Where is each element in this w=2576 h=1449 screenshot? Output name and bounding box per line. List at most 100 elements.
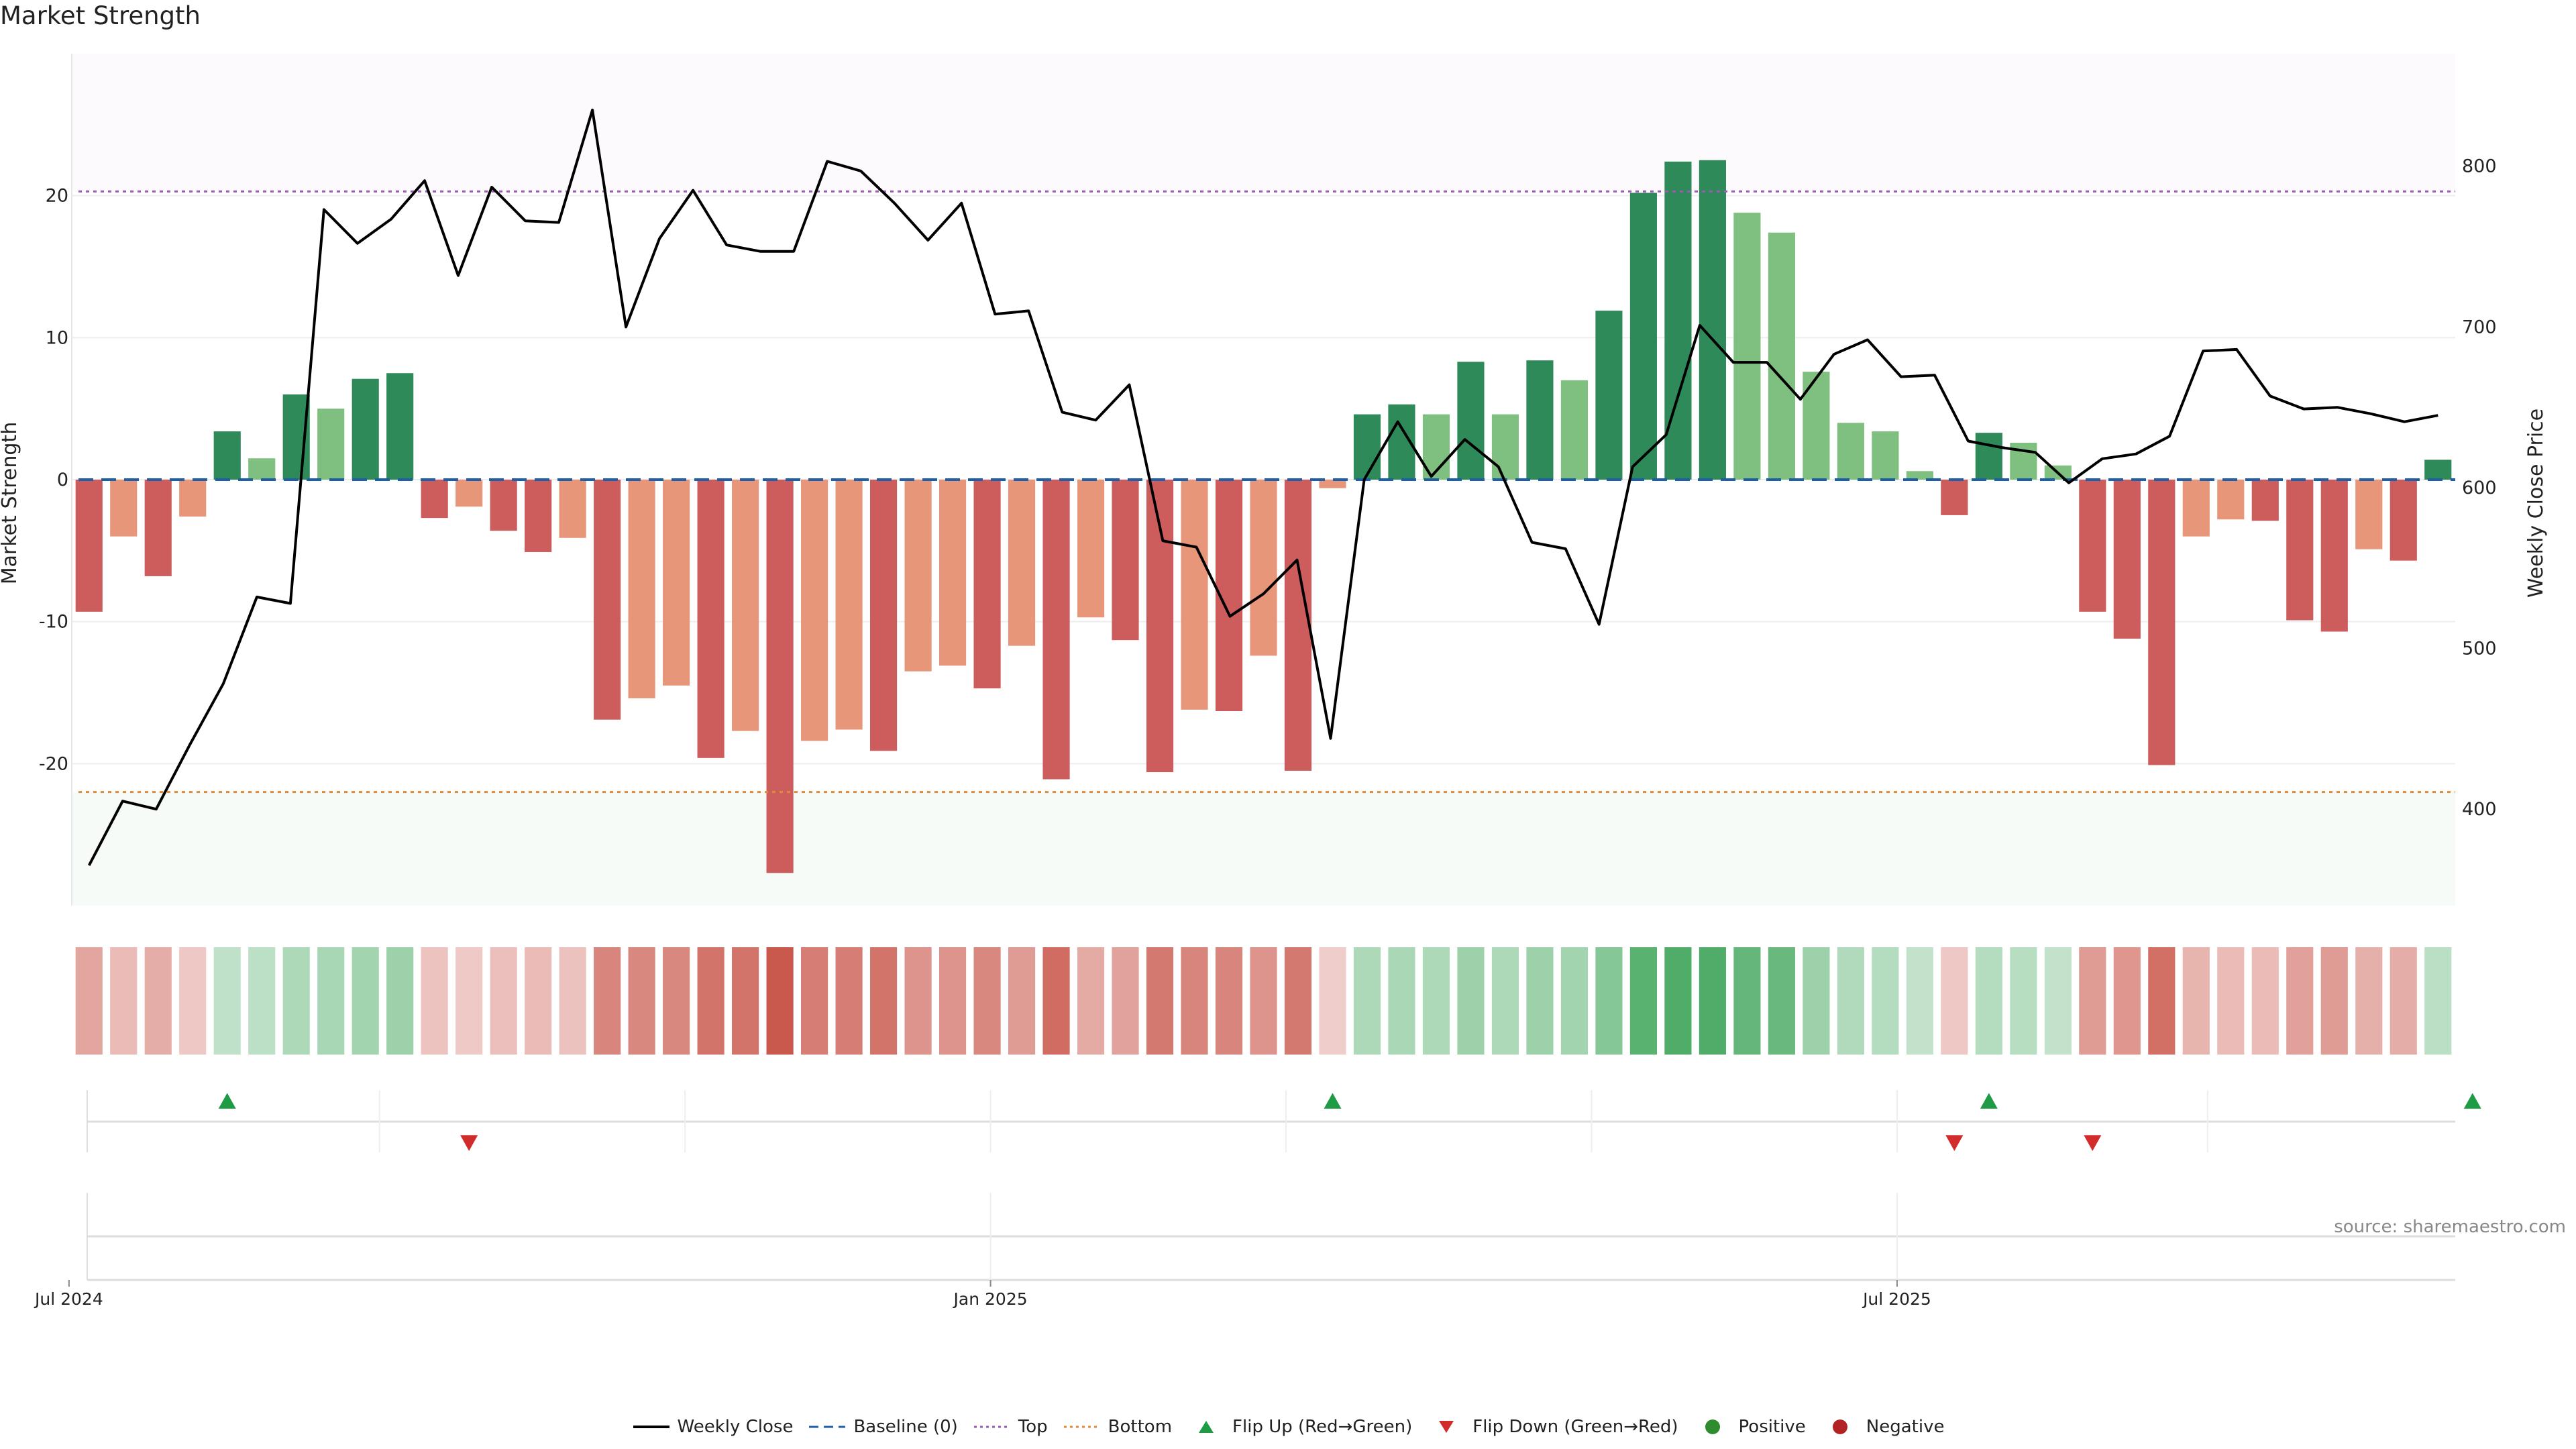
- y2-tick-label: 800: [2462, 156, 2497, 177]
- heat-cell: [1215, 947, 1243, 1055]
- heat-cell: [421, 947, 448, 1055]
- strength-bar: [1629, 193, 1658, 480]
- heat-cell: [1491, 947, 1519, 1055]
- heat-cell: [1560, 947, 1589, 1055]
- heat-cell: [1457, 947, 1485, 1055]
- legend-item: Negative: [1821, 1417, 1944, 1437]
- strength-bar: [110, 480, 138, 537]
- strength-bar: [490, 480, 517, 531]
- heat-cell: [869, 947, 898, 1055]
- heat-cell: [1837, 947, 1864, 1055]
- strength-bar: [938, 480, 967, 666]
- flip-down-marker: [2084, 1135, 2102, 1151]
- y-tick-label: -10: [39, 612, 68, 633]
- strength-bar: [1008, 480, 1036, 646]
- top-zone: [72, 54, 2455, 192]
- strength-bar: [1457, 362, 1485, 480]
- heat-cell: [2286, 947, 2314, 1055]
- strength-bar: [352, 378, 379, 480]
- flip-up-marker: [2463, 1093, 2481, 1109]
- heat-cell: [1595, 947, 1623, 1055]
- heat-cell: [248, 947, 276, 1055]
- legend-swatch: [809, 1426, 846, 1428]
- x-tick-label: Jan 2025: [953, 1289, 1028, 1309]
- legend-swatch: [1439, 1421, 1454, 1433]
- strength-bar: [1491, 414, 1519, 480]
- strength-bar: [732, 480, 759, 731]
- heat-cell: [1181, 947, 1208, 1055]
- legend-swatch: [1063, 1426, 1100, 1428]
- heat-cell: [1975, 947, 2002, 1055]
- legend-item: Flip Down (Green→Red): [1427, 1417, 1678, 1437]
- legend: Weekly Close Baseline (0) Top Bottom Flip Up…: [0, 1417, 2576, 1437]
- strength-bar: [835, 480, 863, 730]
- strength-bar: [1975, 433, 2002, 480]
- legend-label: Flip Up (Red→Green): [1232, 1417, 1413, 1437]
- strength-bar: [1699, 160, 1726, 480]
- legend-item: Top: [973, 1417, 1048, 1437]
- legend-swatch: [1199, 1421, 1214, 1433]
- heat-cell: [2424, 947, 2452, 1055]
- heat-cell: [1008, 947, 1036, 1055]
- heat-cell: [1319, 947, 1346, 1055]
- legend-label: Baseline (0): [853, 1417, 958, 1437]
- strength-bar: [628, 480, 655, 698]
- y-tick-label: -20: [39, 753, 68, 774]
- y2-axis-label: Weekly Close Price: [2524, 409, 2548, 598]
- heat-cell: [904, 947, 932, 1055]
- strength-bar: [2424, 460, 2452, 480]
- heat-cell: [1284, 947, 1312, 1055]
- heat-cell: [1526, 947, 1554, 1055]
- heat-cell: [1629, 947, 1658, 1055]
- strength-bar: [1250, 480, 1277, 656]
- heat-cell: [110, 947, 138, 1055]
- heat-cell: [2010, 947, 2037, 1055]
- strength-bar: [144, 480, 172, 576]
- strength-bar: [2355, 480, 2383, 549]
- strength-bar: [1181, 480, 1208, 710]
- strength-bar: [1664, 161, 1692, 480]
- y2-tick-label: 600: [2462, 478, 2497, 498]
- heat-cell: [1906, 947, 1933, 1055]
- strength-bar: [1042, 480, 1070, 780]
- strength-bar: [2251, 480, 2279, 521]
- strength-bar: [973, 480, 1001, 689]
- strength-bar: [179, 480, 207, 517]
- heat-cell: [2044, 947, 2072, 1055]
- heat-cell: [1146, 947, 1174, 1055]
- legend-swatch: [633, 1426, 669, 1428]
- strength-bar: [1595, 311, 1623, 480]
- heat-cell: [525, 947, 552, 1055]
- strength-bar: [1837, 423, 1864, 480]
- strength-bar: [697, 480, 724, 758]
- heat-cell: [213, 947, 241, 1055]
- heat-cell: [2113, 947, 2141, 1055]
- heat-cell: [559, 947, 586, 1055]
- heat-cell: [1042, 947, 1070, 1055]
- strength-bar: [869, 480, 898, 751]
- heat-cell: [1388, 947, 1415, 1055]
- heat-cell: [1872, 947, 1899, 1055]
- legend-item: Weekly Close: [632, 1417, 793, 1437]
- heat-cell: [835, 947, 863, 1055]
- heat-cell: [1733, 947, 1761, 1055]
- heat-cell: [179, 947, 207, 1055]
- heat-cell: [938, 947, 967, 1055]
- heat-cell: [2148, 947, 2176, 1055]
- y-tick-label: 10: [46, 327, 68, 348]
- strength-bar: [213, 431, 241, 480]
- flip-down-marker: [1945, 1135, 1964, 1151]
- strength-bar: [1353, 414, 1381, 480]
- heat-cell: [973, 947, 1001, 1055]
- strength-bar: [663, 480, 690, 686]
- flip-up-marker: [1324, 1093, 1342, 1109]
- strength-bar: [2286, 480, 2314, 621]
- legend-item: Flip Up (Red→Green): [1187, 1417, 1412, 1437]
- heat-cell: [490, 947, 517, 1055]
- legend-item: Positive: [1693, 1417, 1806, 1437]
- strength-bar: [1872, 431, 1899, 480]
- heat-cell: [282, 947, 310, 1055]
- strength-bar: [559, 480, 586, 538]
